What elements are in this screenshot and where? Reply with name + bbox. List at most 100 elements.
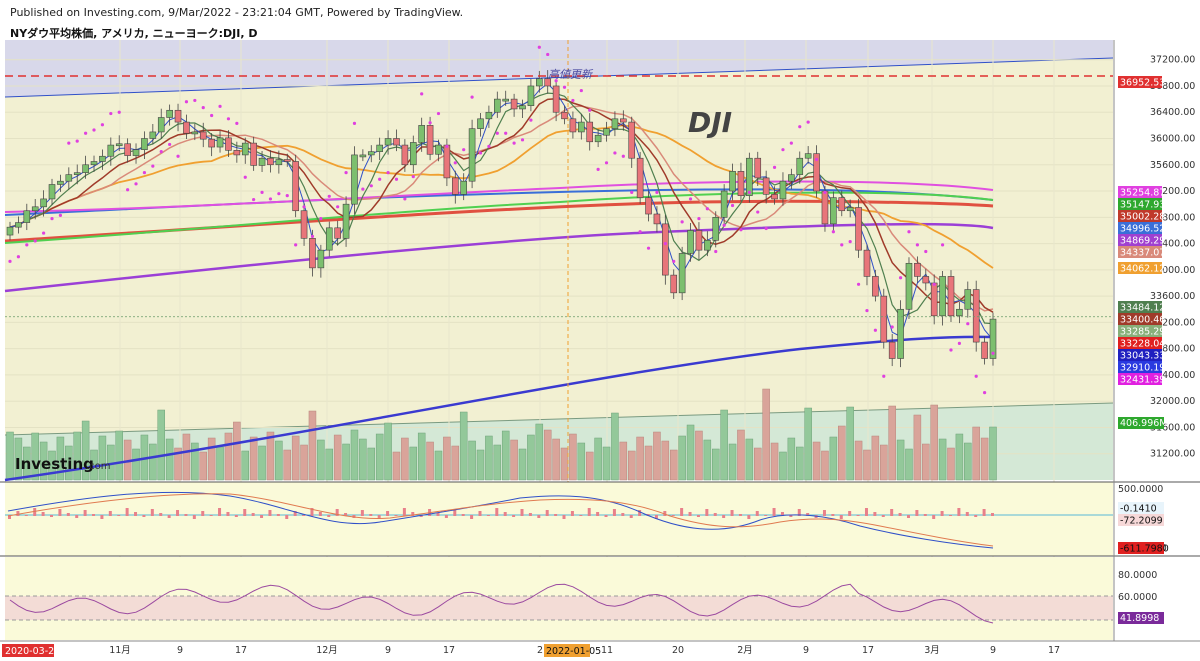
macd-histogram-bar [344, 513, 348, 516]
candle [73, 164, 81, 185]
volume-bar [132, 448, 140, 481]
sar-dot [344, 171, 348, 175]
price-tick-label: 33600.00 [1150, 291, 1195, 302]
upper-channel-shade [5, 40, 1113, 97]
macd-histogram-bar [612, 509, 616, 516]
candle-body [141, 138, 148, 150]
sar-dot [739, 228, 743, 232]
rsi-tag-label: 41.8998 [1120, 613, 1159, 624]
sar-dot [974, 374, 978, 378]
macd-histogram-bar [360, 510, 364, 516]
symbol-title: NYダウ平均株価, アメリカ, ニューヨーク:DJI, D [10, 27, 258, 40]
candle-body [510, 98, 518, 110]
candle-body [788, 174, 795, 182]
range-start-label: 2020-03-25 [5, 646, 60, 657]
candle [65, 167, 73, 190]
sar-dot [789, 141, 793, 145]
volume-bar [485, 435, 493, 481]
sar-dot [33, 239, 37, 243]
macd-histogram-bar [92, 514, 96, 516]
candle [225, 130, 232, 158]
volume-bar [65, 445, 73, 481]
volume-bar [241, 450, 249, 481]
sar-dot [781, 148, 785, 152]
sar-dot [840, 243, 844, 247]
volume-bar [695, 430, 703, 481]
volume-bar [871, 435, 880, 481]
candle-body [485, 111, 493, 120]
volume-bar [510, 439, 518, 481]
sar-dot [487, 144, 491, 148]
candle-body [527, 85, 535, 106]
time-tick-label: 20 [672, 645, 684, 656]
candle [199, 122, 207, 148]
candle-body [645, 197, 652, 215]
sar-dot [336, 205, 340, 209]
candle-body [771, 194, 778, 200]
sar-dot [411, 174, 415, 179]
sar-dot [823, 190, 827, 194]
price-tick-label: 36000.00 [1150, 134, 1195, 145]
candle [645, 190, 652, 222]
volume-bar [947, 447, 955, 481]
candle-body [300, 210, 308, 239]
signal-line [7, 493, 994, 547]
candle [334, 220, 341, 246]
sar-dot [924, 249, 928, 254]
volume-bar [350, 429, 359, 481]
sar-dot [302, 205, 306, 209]
candle-body [90, 161, 98, 166]
rsi-tick-label: 80.0000 [1118, 570, 1157, 581]
sar-dot [436, 111, 441, 116]
candle [670, 269, 678, 299]
candle [376, 137, 383, 161]
candle [493, 91, 501, 118]
macd-histogram-bar [444, 515, 448, 518]
investing-logo: Investing [15, 455, 94, 473]
range-start-bg [2, 644, 54, 657]
candle-body [426, 125, 434, 155]
candle-body [855, 207, 862, 251]
sar-dot [428, 121, 432, 125]
macd-histogram-bar [453, 510, 457, 516]
macd-histogram-bar [638, 510, 642, 516]
volume-bar [627, 450, 636, 481]
price-tick-label: 32400.00 [1150, 370, 1195, 381]
macd-histogram-bar [772, 508, 776, 516]
sar-dot [814, 157, 819, 162]
macd-histogram-bar [41, 512, 45, 516]
sar-dot [940, 243, 945, 247]
candle [830, 191, 837, 233]
candle [578, 113, 585, 140]
candle-body [569, 118, 577, 133]
volume-bar [23, 446, 31, 481]
volume-bar [14, 437, 23, 481]
sar-dot [613, 151, 617, 155]
macd-histogram-bar [201, 511, 205, 516]
candle [367, 145, 375, 163]
candle-body [670, 274, 678, 294]
macd-histogram-bar [764, 515, 768, 516]
published-line: Published on Investing.com, 9/Mar/2022 -… [10, 6, 464, 19]
macd-histogram-bar [50, 515, 54, 517]
candle-body [23, 210, 31, 223]
sar-dot [470, 95, 474, 99]
volume-bar [745, 438, 754, 481]
price-tick-label: 33200.00 [1150, 317, 1195, 328]
sar-dot [571, 98, 575, 103]
volume-bar [165, 438, 174, 481]
volume-bar [644, 445, 653, 481]
candle [989, 312, 997, 366]
candle-body [367, 151, 375, 156]
price-tag-bg [1118, 337, 1162, 349]
candle [451, 170, 459, 204]
candle-body [863, 249, 871, 277]
price-tag-label: 35254.87 [1120, 188, 1165, 199]
sar-dot [285, 194, 289, 198]
price-tag-label: 32910.19 [1120, 363, 1165, 374]
candle-body [704, 239, 711, 251]
volume-bar [426, 441, 434, 481]
candle [536, 70, 543, 93]
candle [855, 198, 862, 258]
price-tag-label: 35002.28 [1120, 212, 1165, 223]
